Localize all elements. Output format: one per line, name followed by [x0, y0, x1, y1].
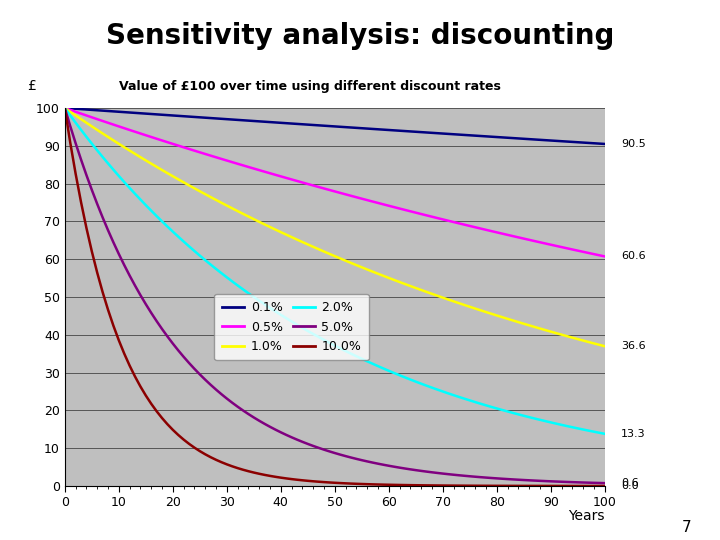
Text: Value of £100 over time using different discount rates: Value of £100 over time using different … [119, 80, 500, 93]
0.5% [438, 216, 447, 222]
Text: 13.3: 13.3 [621, 429, 646, 439]
10.0% [438, 482, 447, 489]
2.0% [384, 368, 393, 374]
Text: 36.6: 36.6 [621, 341, 646, 351]
0.1% [98, 107, 107, 114]
Line: 0.5%: 0.5% [65, 108, 605, 256]
2.0% [98, 154, 107, 160]
10.0% [196, 448, 204, 454]
1.0% [600, 343, 609, 349]
10.0% [60, 105, 69, 111]
1.0% [60, 105, 69, 111]
0.5% [600, 253, 609, 260]
5.0% [98, 214, 107, 221]
2.0% [196, 252, 204, 259]
Text: £: £ [27, 79, 36, 93]
10.0% [466, 482, 474, 489]
5.0% [384, 463, 393, 469]
5.0% [466, 473, 474, 480]
0.1% [600, 141, 609, 147]
5.0% [438, 470, 447, 477]
0.1% [384, 127, 393, 133]
Text: 90.5: 90.5 [621, 139, 646, 149]
0.1% [196, 114, 204, 120]
2.0% [466, 397, 474, 403]
Text: Sensitivity analysis: discounting: Sensitivity analysis: discounting [106, 22, 614, 50]
10.0% [600, 483, 609, 489]
1.0% [98, 130, 107, 137]
5.0% [309, 443, 318, 449]
5.0% [196, 371, 204, 377]
Line: 10.0%: 10.0% [65, 108, 605, 486]
0.1% [309, 122, 318, 128]
0.5% [60, 105, 69, 111]
0.5% [466, 222, 474, 229]
2.0% [438, 388, 447, 395]
0.5% [384, 202, 393, 209]
1.0% [196, 188, 204, 194]
10.0% [309, 478, 318, 484]
0.1% [60, 105, 69, 111]
Line: 5.0%: 5.0% [65, 108, 605, 483]
2.0% [309, 330, 318, 337]
Text: 0.6: 0.6 [621, 478, 639, 488]
Text: 0.0: 0.0 [621, 481, 639, 491]
1.0% [309, 244, 318, 250]
10.0% [384, 482, 393, 488]
Legend: 0.1%, 0.5%, 1.0%, 2.0%, 5.0%, 10.0%: 0.1%, 0.5%, 1.0%, 2.0%, 5.0%, 10.0% [215, 294, 369, 361]
1.0% [466, 303, 474, 310]
0.5% [98, 118, 107, 124]
1.0% [438, 294, 447, 301]
Text: 7: 7 [682, 519, 691, 535]
2.0% [60, 105, 69, 111]
Text: 60.6: 60.6 [621, 252, 646, 261]
0.1% [438, 130, 447, 137]
Line: 2.0%: 2.0% [65, 108, 605, 434]
0.1% [466, 132, 474, 139]
Line: 1.0%: 1.0% [65, 108, 605, 346]
Line: 0.1%: 0.1% [65, 108, 605, 144]
0.5% [309, 183, 318, 189]
2.0% [600, 430, 609, 437]
5.0% [60, 105, 69, 111]
1.0% [384, 275, 393, 281]
10.0% [98, 289, 107, 295]
0.5% [196, 149, 204, 156]
5.0% [600, 480, 609, 487]
Text: Years: Years [568, 509, 605, 523]
